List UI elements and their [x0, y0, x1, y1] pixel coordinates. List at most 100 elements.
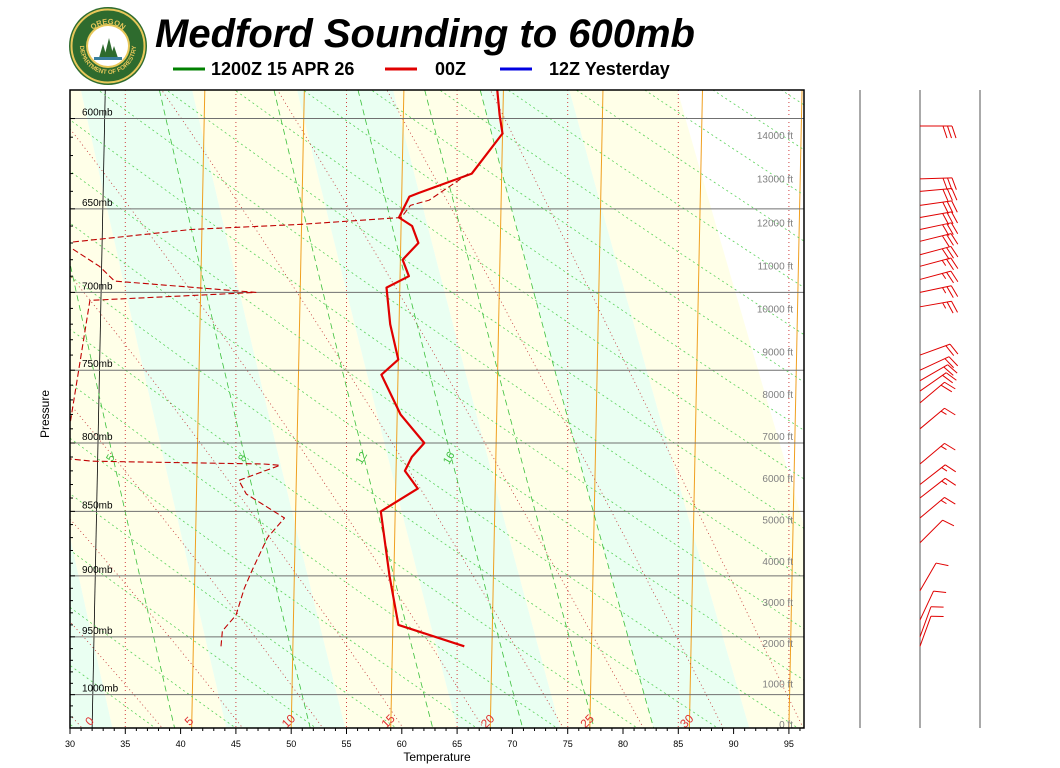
dry-adiabat [165, 90, 804, 529]
wind-barb-flag [946, 286, 954, 298]
pressure-label: 800mb [82, 432, 113, 443]
wind-barb [919, 211, 958, 225]
moist-adiabat [276, 90, 644, 728]
plot-frame [69, 89, 805, 729]
dry-adiabat [70, 437, 478, 728]
pressure-label: 950mb [82, 626, 113, 637]
wind-barb-flag [942, 374, 953, 384]
thermo-grid [70, 90, 901, 728]
wind-barb [920, 125, 957, 139]
height-label: 8000 ft [762, 390, 793, 401]
wind-barb [919, 562, 949, 592]
wind-barb-flag [951, 188, 958, 201]
wind-barb [919, 615, 944, 647]
mixing-ratio-band [569, 90, 804, 728]
wind-barb [919, 200, 958, 214]
mixing-ratio-line [479, 90, 655, 728]
wind-barb-flag [946, 247, 954, 259]
mixing-ratio-bands [70, 90, 804, 728]
pressure-label: 900mb [82, 565, 113, 576]
tree-icon [104, 38, 114, 58]
isotherm [688, 90, 704, 728]
wind-barb-staff [919, 364, 948, 382]
wind-barb-flag [933, 590, 947, 594]
logo-top-text: OREGON [89, 17, 128, 32]
dry-adiabat [70, 119, 804, 630]
wind-barb [919, 300, 958, 314]
wind-barb-half-flag [942, 287, 947, 294]
height-label: 1000 ft [762, 680, 793, 691]
wind-barb-half-flag [941, 260, 947, 266]
wind-barb-staff [919, 381, 945, 404]
dry-adiabat [70, 328, 638, 728]
x-tick-label: 65 [452, 739, 462, 749]
wind-barb-flag [942, 519, 955, 527]
wind-barb-half-flag [942, 302, 947, 309]
wind-barb-half-flag [940, 410, 947, 415]
x-axis-label: Temperature [403, 750, 471, 764]
temperature-line [379, 90, 504, 648]
x-tick-label: 35 [120, 739, 130, 749]
dry-adiabat [70, 493, 397, 728]
wind-barb [919, 177, 957, 191]
wind-barb [919, 519, 955, 544]
wind-barb-flag [946, 201, 954, 214]
dry-adiabat [370, 90, 804, 383]
height-label: 7000 ft [762, 432, 793, 443]
wind-barb-half-flag [940, 445, 947, 451]
wind-barb-half-flag [941, 480, 948, 486]
dry-adiabat [70, 275, 719, 728]
mixing-ratio-label: 5 [104, 453, 117, 464]
wind-barb-flag [944, 358, 954, 369]
wind-barb [919, 343, 959, 356]
wind-barb-staff [919, 616, 932, 647]
isotherm [290, 90, 305, 728]
pressure-label: 600mb [82, 108, 113, 119]
wind-barb-staff [919, 177, 952, 180]
wind-barb [919, 407, 956, 430]
x-tick-label: 75 [563, 739, 573, 749]
isotherm [788, 90, 803, 728]
wind-barb-flag [946, 258, 954, 271]
wind-barb-staff [919, 211, 952, 218]
wind-barb-staff [919, 519, 943, 544]
wind-barb-flag [947, 125, 952, 139]
wind-barb-staff [919, 356, 950, 371]
wind-barb-flag [942, 177, 948, 191]
wind-barb-flag [950, 285, 959, 297]
isotherm [888, 90, 901, 728]
y-axis-label: Pressure [38, 390, 52, 438]
mixing-ratio-band [192, 90, 458, 728]
height-label: 12000 ft [757, 218, 793, 229]
wind-barb [919, 477, 957, 499]
x-tick-label: 55 [341, 739, 351, 749]
x-tick-label: 80 [618, 739, 628, 749]
moist-adiabat [161, 90, 564, 728]
mixing-ratio-line [158, 90, 311, 728]
svg-text:OREGON: OREGON [89, 17, 128, 32]
mixing-ratio-label: 8 [236, 453, 249, 464]
height-label: 5000 ft [762, 516, 793, 527]
wind-barb [919, 606, 944, 637]
isotherm [191, 90, 206, 728]
x-tick-label: 85 [673, 739, 683, 749]
mixing-ratio-line [357, 90, 524, 728]
dewpoint-line [70, 173, 469, 647]
x-tick-label: 40 [176, 739, 186, 749]
mixing-ratio-line [424, 90, 595, 728]
height-label: 6000 ft [762, 474, 793, 485]
dry-adiabat [70, 382, 558, 728]
isotherm [589, 90, 604, 728]
wind-barb-flag [944, 381, 956, 390]
wind-barb [919, 381, 956, 404]
mixing-ratio-band [80, 90, 346, 728]
pressure-label: 650mb [82, 198, 113, 209]
wind-barb-flag [950, 270, 959, 282]
x-tick-label: 30 [65, 739, 75, 749]
pressure-label: 700mb [82, 281, 113, 292]
wind-barb-flag [947, 177, 953, 191]
wind-barb-flag [946, 223, 954, 235]
sounding-series [70, 90, 504, 648]
wind-barb-staff [919, 285, 952, 293]
height-label: 14000 ft [757, 131, 793, 142]
